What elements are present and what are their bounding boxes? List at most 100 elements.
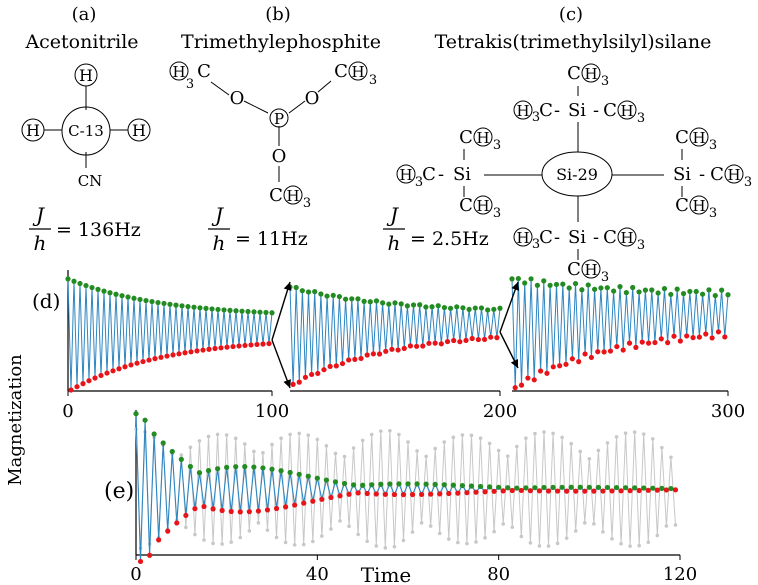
damped-signal-upper-point [323, 477, 329, 483]
upper-envelope-point [441, 304, 448, 311]
atom-h-right: H [132, 121, 146, 140]
lower-envelope-point [176, 351, 182, 357]
reference-signal-point [338, 519, 342, 523]
atom-h: H [476, 129, 489, 147]
lower-envelope-point [188, 349, 194, 355]
reference-signal-point [301, 542, 306, 547]
lower-envelope-point [370, 351, 376, 357]
upper-envelope-point [392, 300, 398, 306]
lower-envelope-point [206, 346, 212, 352]
upper-envelope-point [472, 305, 478, 311]
damped-signal-upper-point [269, 466, 275, 472]
upper-envelope-point [227, 307, 233, 313]
damped-signal-lower-point [555, 488, 561, 494]
x-tick-label-e: 80 [487, 564, 510, 585]
subscript-3: 3 [303, 196, 311, 211]
j-denominator: h [213, 231, 226, 255]
lower-envelope-point [383, 348, 389, 354]
upper-envelope-point [233, 308, 239, 314]
reference-signal-point [510, 525, 515, 529]
damped-signal-lower-point [645, 487, 651, 493]
damped-signal-upper-point [178, 456, 184, 462]
reference-signal-point [537, 544, 542, 548]
reference-signal-point [660, 445, 664, 450]
lower-envelope-point [86, 378, 92, 384]
reference-signal-point [419, 521, 424, 525]
x-tick-label-d: 100 [255, 401, 289, 422]
atom-c: C [539, 100, 553, 121]
damped-signal-lower-point [627, 488, 633, 494]
reference-signal-point [651, 437, 655, 441]
subscript-3: 3 [186, 77, 194, 92]
damped-signal-upper-point [505, 485, 511, 491]
reference-signal-point [179, 453, 184, 457]
damped-signal-lower-point [618, 488, 624, 494]
upper-envelope-point [598, 285, 604, 291]
upper-envelope-point [95, 286, 101, 292]
atom-circle [74, 63, 98, 87]
lower-envelope-point [74, 384, 80, 390]
upper-envelope-point [460, 305, 466, 311]
lower-envelope-point [104, 370, 110, 376]
upper-envelope-point [361, 298, 367, 304]
upper-envelope-point [712, 292, 718, 299]
lower-envelope-point [290, 381, 296, 387]
damped-signal-upper-point [550, 484, 556, 491]
reference-signal-point [474, 540, 478, 544]
damped-signal-upper-point [541, 484, 547, 491]
damped-signal-upper-point [623, 485, 629, 491]
upper-envelope-point [617, 284, 623, 290]
atom-h: H [584, 65, 597, 83]
lower-envelope-point [563, 361, 569, 367]
lower-envelope-point [140, 358, 146, 365]
lower-envelope-point [569, 356, 575, 362]
atom-si: Si [673, 164, 691, 185]
upper-envelope-point [668, 291, 674, 298]
upper-envelope-point [566, 285, 572, 291]
arrow-head [283, 379, 291, 388]
upper-envelope-point [386, 301, 392, 307]
upper-envelope-point [318, 291, 324, 297]
lower-envelope-point [576, 359, 582, 365]
damped-signal-upper-point [305, 473, 311, 479]
atom-circle [724, 164, 744, 184]
bond-dash: - [593, 227, 599, 248]
subscript-3: 3 [493, 206, 501, 221]
damped-signal-upper-point [405, 481, 411, 487]
upper-envelope-point [687, 288, 693, 295]
damped-signal-upper-point [251, 464, 257, 470]
center-atom-p: P [274, 110, 284, 128]
reference-signal-point [297, 431, 302, 436]
damped-signal-upper-point [233, 464, 239, 470]
damped-signal-lower-point [328, 494, 334, 501]
upper-envelope-point [611, 288, 617, 294]
lower-envelope-point [395, 347, 401, 353]
reference-signal-point [188, 445, 193, 450]
reference-signal-point [546, 544, 551, 548]
lower-envelope-point [230, 343, 236, 350]
reference-signal-point [288, 432, 292, 437]
upper-envelope-point [623, 290, 629, 296]
atom-circle [396, 164, 416, 184]
x-axis-label-time: Time [361, 563, 412, 585]
damped-signal-lower-point [419, 491, 425, 498]
damped-signal-lower-point [437, 491, 443, 497]
reference-signal-point [365, 539, 370, 544]
lower-envelope-point [633, 344, 639, 350]
upper-envelope-point [429, 304, 435, 310]
damped-signal-upper-point [613, 484, 620, 491]
atom-h: H [727, 166, 740, 184]
lower-envelope-point [658, 336, 664, 342]
reference-signal-point [442, 440, 447, 444]
damped-signal-lower-point [192, 506, 198, 512]
damped-signal-upper-point [659, 485, 665, 491]
lower-envelope-point [254, 341, 260, 348]
panel-label-c: (c) [559, 4, 583, 25]
reference-signal-point [465, 541, 469, 546]
upper-envelope-point [478, 305, 485, 311]
lower-envelope-point [557, 363, 563, 369]
reference-signal-point [646, 540, 651, 545]
damped-signal-upper-point [351, 482, 357, 488]
lower-envelope-point [607, 348, 614, 354]
reference-signal-point [505, 454, 510, 458]
